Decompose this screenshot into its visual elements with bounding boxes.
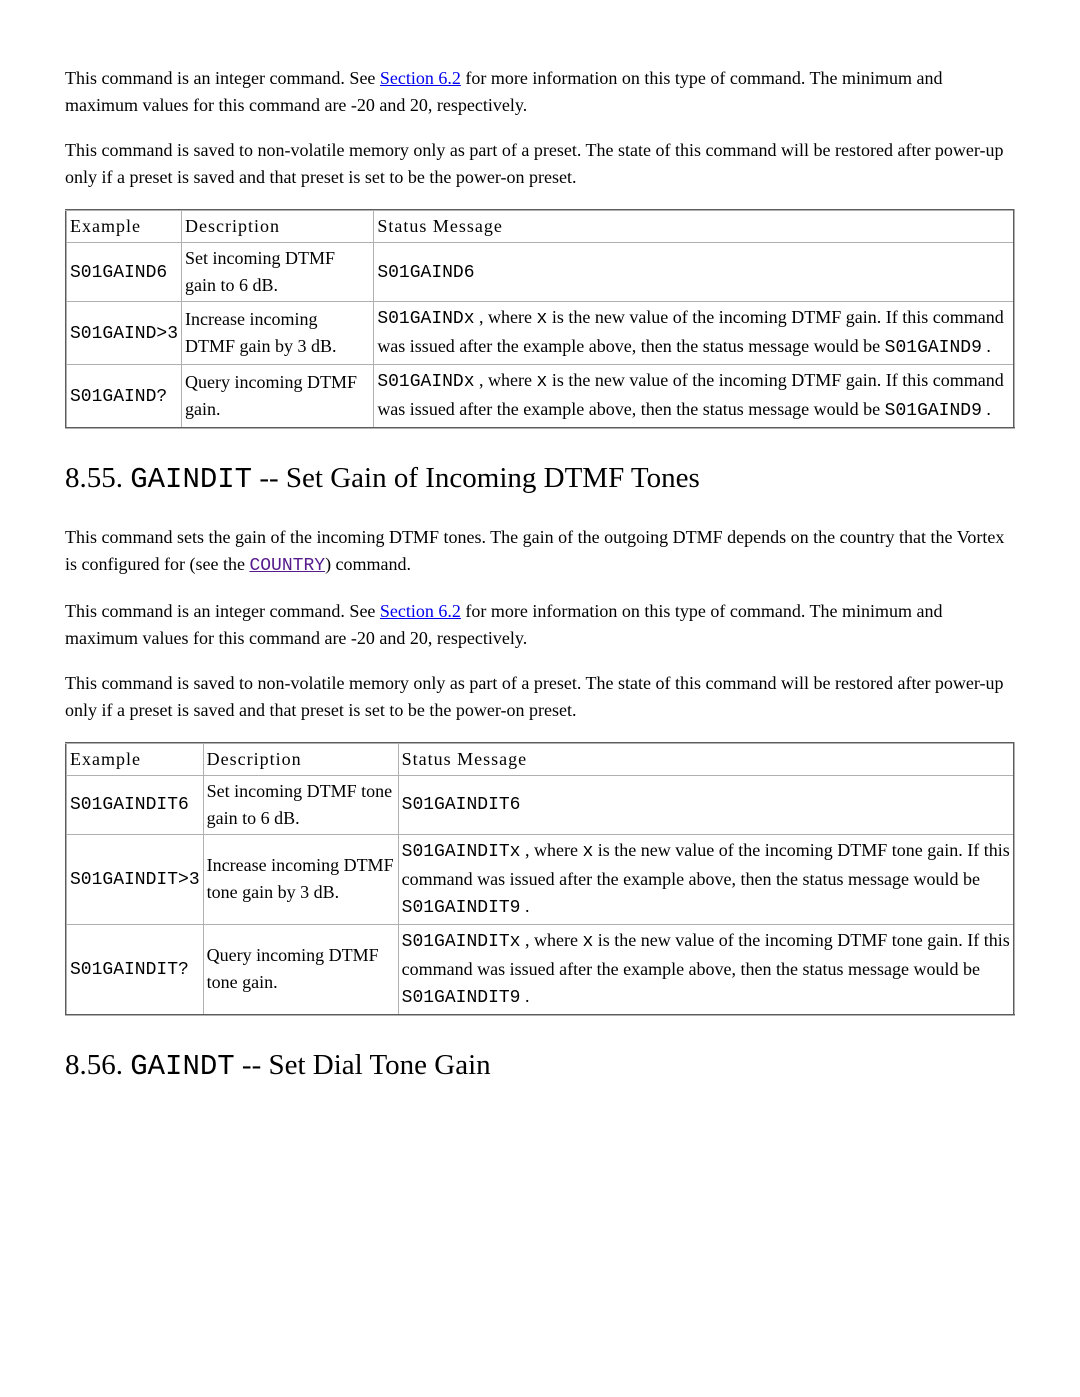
cell-description: Query incoming DTMF gain.: [182, 365, 374, 429]
code: x: [537, 309, 548, 329]
paragraph-gaindit-intro: This command sets the gain of the incomi…: [65, 524, 1015, 580]
cell-description: Query incoming DTMF tone gain.: [203, 924, 398, 1015]
code: S01GAIND9: [885, 401, 982, 421]
col-status: Status Message: [374, 210, 1014, 243]
table-gaind-examples: Example Description Status Message S01GA…: [65, 209, 1015, 429]
text: This command sets the gain of the incomi…: [65, 527, 1004, 574]
code: S01GAINDIT9: [402, 898, 521, 918]
code: S01GAIND?: [70, 387, 167, 407]
cell-status: S01GAINDx , where x is the new value of …: [374, 365, 1014, 429]
text: .: [982, 399, 991, 419]
text: This command is an integer command. See: [65, 601, 380, 621]
cell-example: S01GAINDIT?: [66, 924, 203, 1015]
cell-description: Increase incoming DTMF tone gain by 3 dB…: [203, 834, 398, 924]
section-title: -- Set Dial Tone Gain: [235, 1049, 491, 1081]
cell-description: Set incoming DTMF tone gain to 6 dB.: [203, 775, 398, 834]
text: .: [520, 896, 529, 916]
code: x: [537, 372, 548, 392]
table-row: S01GAIND? Query incoming DTMF gain. S01G…: [66, 365, 1014, 429]
text: ) command.: [325, 554, 411, 574]
col-description: Description: [203, 743, 398, 776]
table-row: S01GAINDIT6 Set incoming DTMF tone gain …: [66, 775, 1014, 834]
code: S01GAINDIT>3: [70, 870, 200, 890]
table-row: S01GAINDIT>3 Increase incoming DTMF tone…: [66, 834, 1014, 924]
link-section-62[interactable]: Section 6.2: [380, 601, 461, 621]
command-name: GAINDIT: [130, 463, 252, 496]
paragraph-preset-note-2: This command is saved to non-volatile me…: [65, 670, 1015, 724]
text: , where: [520, 840, 582, 860]
section-heading-856: 8.56. GAINDT -- Set Dial Tone Gain: [65, 1044, 1015, 1089]
cell-description: Set incoming DTMF gain to 6 dB.: [182, 243, 374, 302]
code: S01GAINDITx: [402, 842, 521, 862]
col-example: Example: [66, 743, 203, 776]
cell-status: S01GAINDITx , where x is the new value o…: [398, 924, 1014, 1015]
code: x: [582, 932, 593, 952]
cell-status: S01GAIND6: [374, 243, 1014, 302]
cell-example: S01GAINDIT>3: [66, 834, 203, 924]
code: x: [582, 842, 593, 862]
code: COUNTRY: [249, 556, 325, 576]
text: This command is an integer command. See: [65, 68, 380, 88]
col-example: Example: [66, 210, 182, 243]
table-row: S01GAINDIT? Query incoming DTMF tone gai…: [66, 924, 1014, 1015]
section-number: 8.55.: [65, 462, 130, 494]
code: S01GAINDIT?: [70, 960, 189, 980]
command-name: GAINDT: [130, 1050, 234, 1083]
col-description: Description: [182, 210, 374, 243]
cell-status: S01GAINDIT6: [398, 775, 1014, 834]
section-number: 8.56.: [65, 1049, 130, 1081]
code: S01GAIND6: [70, 263, 167, 283]
col-status: Status Message: [398, 743, 1014, 776]
table-row: S01GAIND6 Set incoming DTMF gain to 6 dB…: [66, 243, 1014, 302]
cell-description: Increase incoming DTMF gain by 3 dB.: [182, 302, 374, 365]
paragraph-preset-note-1: This command is saved to non-volatile me…: [65, 137, 1015, 191]
code: S01GAIND9: [885, 338, 982, 358]
section-heading-855: 8.55. GAINDIT -- Set Gain of Incoming DT…: [65, 457, 1015, 502]
cell-example: S01GAIND6: [66, 243, 182, 302]
cell-example: S01GAIND>3: [66, 302, 182, 365]
code: S01GAIND6: [377, 263, 474, 283]
paragraph-integer-command-1: This command is an integer command. See …: [65, 65, 1015, 119]
link-country[interactable]: COUNTRY: [249, 554, 325, 574]
table-header-row: Example Description Status Message: [66, 210, 1014, 243]
text: , where: [475, 370, 537, 390]
text: , where: [475, 307, 537, 327]
code: S01GAINDIT6: [402, 795, 521, 815]
code: S01GAINDIT6: [70, 795, 189, 815]
cell-status: S01GAINDITx , where x is the new value o…: [398, 834, 1014, 924]
cell-example: S01GAINDIT6: [66, 775, 203, 834]
paragraph-integer-command-2: This command is an integer command. See …: [65, 598, 1015, 652]
table-header-row: Example Description Status Message: [66, 743, 1014, 776]
code: S01GAINDITx: [402, 932, 521, 952]
text: .: [982, 336, 991, 356]
code: S01GAINDx: [377, 309, 474, 329]
cell-status: S01GAINDx , where x is the new value of …: [374, 302, 1014, 365]
code: S01GAIND>3: [70, 324, 178, 344]
code: S01GAINDIT9: [402, 988, 521, 1008]
cell-example: S01GAIND?: [66, 365, 182, 429]
table-gaindit-examples: Example Description Status Message S01GA…: [65, 742, 1015, 1016]
section-title: -- Set Gain of Incoming DTMF Tones: [252, 462, 700, 494]
text: .: [520, 986, 529, 1006]
table-row: S01GAIND>3 Increase incoming DTMF gain b…: [66, 302, 1014, 365]
link-section-62[interactable]: Section 6.2: [380, 68, 461, 88]
code: S01GAINDx: [377, 372, 474, 392]
text: , where: [520, 930, 582, 950]
